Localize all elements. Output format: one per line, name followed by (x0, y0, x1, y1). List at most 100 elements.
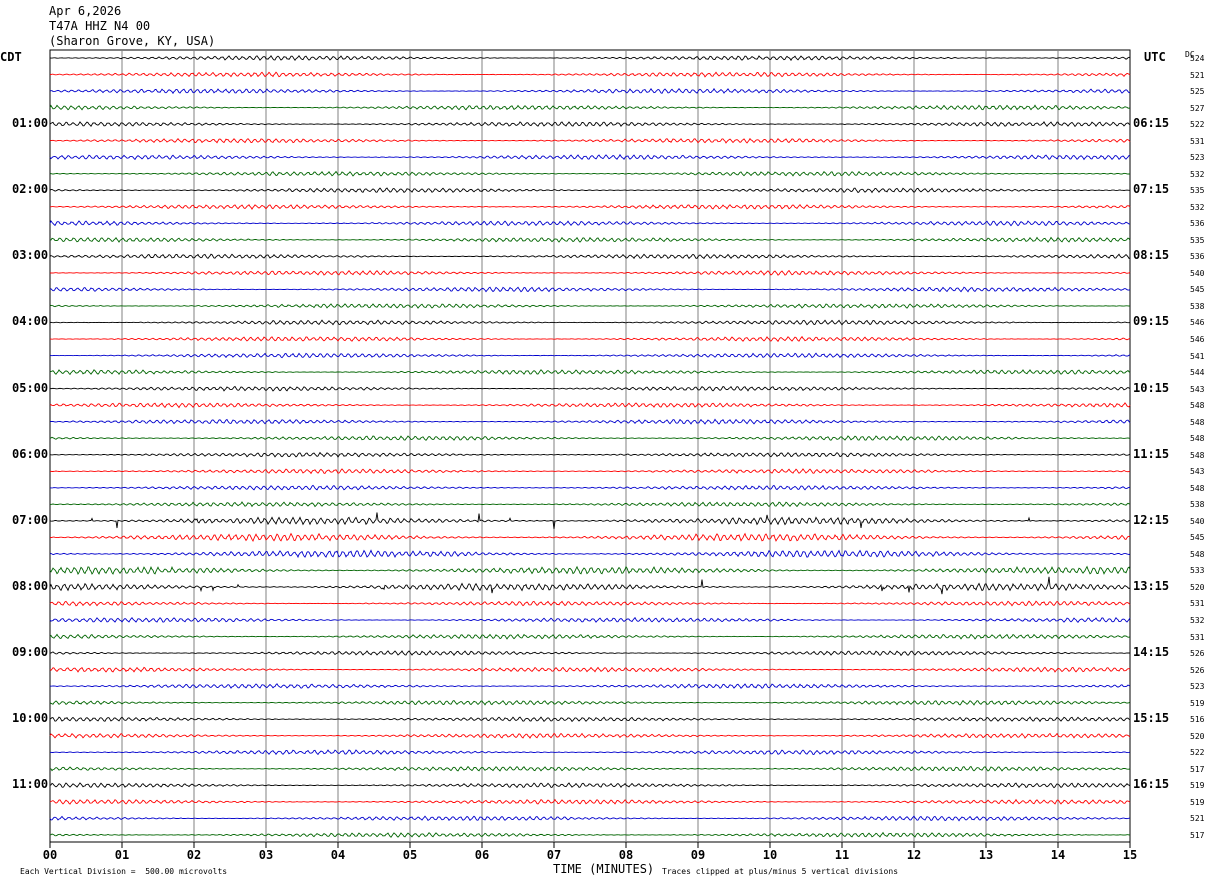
left-hour-label: 01:00 (12, 116, 49, 131)
right-hour-label: 10:15 (1133, 380, 1170, 395)
dc-offset-label: 522 (1190, 120, 1205, 130)
trace-row (49, 187, 1130, 194)
trace-row (49, 121, 1131, 128)
dc-offset-label: 519 (1190, 797, 1205, 807)
trace-row (49, 501, 1131, 508)
trace-row (49, 716, 1131, 723)
dc-offset-label: 520 (1190, 582, 1205, 592)
x-tick-label: 14 (1051, 848, 1065, 862)
trace-row (49, 782, 1131, 789)
x-tick-label: 12 (907, 848, 921, 862)
trace-row (49, 54, 1131, 62)
x-tick-label: 10 (763, 848, 777, 862)
dc-offset-label: 535 (1190, 186, 1205, 196)
left-hour-label: 07:00 (12, 512, 49, 527)
dc-offset-label: 533 (1190, 566, 1205, 576)
dc-offset-label: 517 (1190, 830, 1205, 840)
trace-row (49, 565, 1131, 575)
right-hour-label: 13:15 (1133, 578, 1170, 593)
dc-offset-label: 535 (1190, 235, 1205, 245)
trace-row (50, 203, 1131, 210)
trace-row (49, 303, 1131, 309)
dc-offset-label: 548 (1190, 549, 1205, 559)
left-hour-label: 04:00 (12, 314, 49, 329)
trace-row (49, 236, 1131, 243)
dc-offset-label: 541 (1190, 351, 1205, 361)
dc-offset-label: 538 (1190, 301, 1205, 311)
trace-row (49, 732, 1131, 739)
dc-offset-label: 526 (1190, 649, 1205, 659)
dc-offset-label: 521 (1190, 70, 1205, 80)
dc-offset-label: 524 (1190, 54, 1205, 63)
dc-offset-label: 523 (1190, 682, 1205, 692)
right-hour-label: 07:15 (1133, 182, 1170, 197)
trace-row (49, 512, 1131, 530)
trace-row (49, 253, 1131, 260)
trace-row (49, 616, 1131, 624)
dc-offset-label: 548 (1190, 401, 1205, 411)
trace-row (49, 451, 1131, 458)
right-hour-label: 08:15 (1133, 248, 1170, 263)
dc-header: DC (1185, 50, 1195, 59)
trace-row (49, 385, 1131, 392)
trace-row (49, 831, 1131, 838)
x-tick-label: 02 (187, 848, 201, 862)
header-location: (Sharon Grove, KY, USA) (49, 34, 216, 48)
dc-offset-label: 527 (1190, 103, 1205, 113)
x-tick-label: 15 (1123, 848, 1137, 862)
trace-row (49, 798, 1131, 805)
plot-frame (49, 49, 1131, 843)
x-tick-label: 06 (475, 848, 489, 862)
vertical-division-note: Each Vertical Division = 500.00 microvol… (20, 867, 228, 876)
trace-row (50, 749, 1131, 756)
left-hour-label: 03:00 (12, 248, 49, 263)
trace-row (49, 137, 1131, 144)
dc-offset-label: 538 (1190, 500, 1205, 510)
dc-offset-label: 523 (1190, 153, 1205, 163)
dc-offset-label: 526 (1190, 665, 1205, 675)
right-hour-label: 14:15 (1133, 645, 1170, 660)
right-hour-label: 12:15 (1133, 512, 1170, 527)
trace-row (49, 765, 1131, 772)
trace-row (49, 402, 1131, 409)
header-date: Apr 6,2026 (49, 4, 122, 18)
dc-offset-label: 520 (1190, 731, 1205, 741)
trace-row (49, 699, 1131, 706)
trace-row (49, 352, 1131, 359)
trace-row (49, 600, 1131, 607)
trace-row (49, 650, 1131, 657)
trace-row (49, 319, 1131, 326)
left-hour-label: 10:00 (12, 711, 49, 726)
dc-offset-label: 548 (1190, 417, 1205, 427)
dc-offset-label: 531 (1190, 632, 1205, 642)
left-hour-label: 06:00 (12, 446, 49, 461)
x-tick-label: 03 (259, 848, 273, 862)
right-hour-label: 15:15 (1133, 711, 1170, 726)
right-hour-label: 09:15 (1133, 314, 1170, 329)
right-timezone-label: UTC (1144, 50, 1166, 64)
dc-offset-label: 536 (1190, 252, 1205, 262)
trace-row (50, 468, 1131, 475)
dc-offset-label: 546 (1190, 318, 1205, 328)
trace-row (49, 369, 1131, 376)
dc-offset-label: 532 (1190, 169, 1205, 179)
dc-offset-label: 531 (1190, 136, 1205, 146)
dc-offset-label: 548 (1190, 483, 1205, 493)
trace-row (49, 549, 1131, 559)
x-tick-label: 13 (979, 848, 993, 862)
x-tick-label: 04 (331, 848, 345, 862)
clip-note: Traces clipped at plus/minus 5 vertical … (662, 867, 899, 876)
dc-offset-label: 540 (1190, 268, 1205, 278)
dc-offset-label: 519 (1190, 781, 1205, 791)
trace-row (49, 269, 1131, 276)
trace-row (49, 170, 1131, 177)
dc-offset-label: 545 (1190, 285, 1205, 295)
dc-offset-label: 548 (1190, 450, 1205, 460)
x-tick-label: 11 (835, 848, 849, 862)
trace-row (49, 633, 1131, 640)
dc-offset-label: 516 (1190, 715, 1205, 725)
left-hour-label: 11:00 (12, 777, 49, 792)
x-tick-label: 07 (547, 848, 561, 862)
trace-row (49, 666, 1131, 673)
